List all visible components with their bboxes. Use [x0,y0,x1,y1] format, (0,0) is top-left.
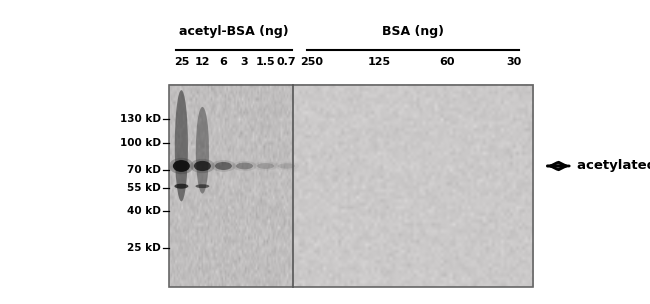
Ellipse shape [236,163,253,169]
Text: 40 kD: 40 kD [127,206,161,216]
Ellipse shape [169,158,194,174]
Text: 130 kD: 130 kD [120,115,161,124]
Ellipse shape [253,161,278,171]
Bar [169,85,533,287]
Text: 6: 6 [220,57,228,67]
Text: 55 kD: 55 kD [127,183,161,193]
Text: 0.7: 0.7 [277,57,296,67]
Ellipse shape [196,184,209,188]
Ellipse shape [257,163,274,169]
Ellipse shape [215,162,232,170]
Text: 100 kD: 100 kD [120,138,161,148]
Ellipse shape [232,161,257,171]
Ellipse shape [278,163,295,169]
Ellipse shape [174,184,188,189]
Ellipse shape [196,107,209,194]
Bar [169,85,292,287]
Text: 3: 3 [240,57,248,67]
Text: 70 kD: 70 kD [127,165,161,175]
Text: 250: 250 [300,57,324,67]
Text: BSA (ng): BSA (ng) [382,25,444,38]
Text: 60: 60 [439,57,454,67]
Text: acetylated BSA: acetylated BSA [577,160,650,172]
Text: 12: 12 [194,57,210,67]
Bar [292,85,533,287]
Text: 125: 125 [368,57,391,67]
Text: 30: 30 [506,57,521,67]
Text: 1.5: 1.5 [255,57,276,67]
Ellipse shape [173,160,190,172]
Ellipse shape [211,160,236,172]
Ellipse shape [190,159,214,173]
Text: acetyl-BSA (ng): acetyl-BSA (ng) [179,25,289,38]
Ellipse shape [194,161,211,171]
Ellipse shape [175,90,188,201]
Text: 25 kD: 25 kD [127,243,161,253]
Text: 25: 25 [174,57,189,67]
